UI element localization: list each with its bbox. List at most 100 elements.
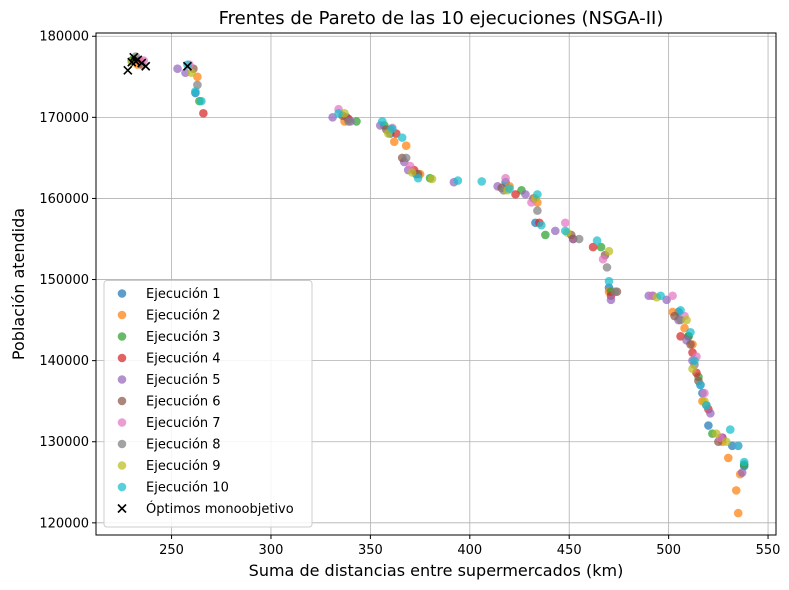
data-point xyxy=(389,137,399,146)
data-point xyxy=(511,190,520,199)
data-point xyxy=(592,236,602,245)
y-tick-label: 130000 xyxy=(39,435,89,450)
data-point xyxy=(560,218,570,228)
data-point xyxy=(550,226,560,236)
optimum-marker xyxy=(182,61,193,71)
data-point xyxy=(725,425,735,434)
data-point xyxy=(723,453,733,463)
legend-label: Ejecución 4 xyxy=(146,352,221,367)
legend-marker-x xyxy=(117,503,127,514)
data-point xyxy=(183,60,192,69)
optimum-marker-stroke xyxy=(129,52,139,62)
data-point xyxy=(427,174,437,184)
data-point xyxy=(560,226,570,236)
data-point xyxy=(610,287,620,297)
optimum-marker-stroke xyxy=(182,61,193,71)
legend-label: Ejecución 8 xyxy=(146,438,221,453)
data-point xyxy=(696,380,705,390)
data-point xyxy=(521,190,530,199)
data-point xyxy=(686,340,695,349)
legend-marker xyxy=(117,461,127,470)
data-point xyxy=(588,242,598,252)
data-point xyxy=(688,364,697,374)
legend-box xyxy=(103,280,313,528)
data-point xyxy=(199,108,208,118)
data-point xyxy=(344,117,353,126)
data-point xyxy=(453,176,463,185)
data-point xyxy=(397,133,407,142)
data-point xyxy=(706,409,715,418)
y-axis-ticks: 120000 130000 140000 150000 160000 170000 1800… xyxy=(39,30,96,531)
data-point xyxy=(602,263,612,272)
data-point xyxy=(731,486,741,495)
legend-marker xyxy=(117,332,127,341)
data-point xyxy=(173,64,182,73)
data-point xyxy=(352,117,361,126)
x-tick-label: 350 xyxy=(358,543,383,558)
y-tick-label: 170000 xyxy=(39,111,89,126)
data-point xyxy=(401,141,411,151)
data-point xyxy=(676,315,685,325)
legend-label: Ejecución 3 xyxy=(146,330,221,345)
data-point xyxy=(401,153,411,163)
data-point xyxy=(405,161,415,171)
x-tick-label: 500 xyxy=(656,543,681,558)
legend-label: Ejecución 1 xyxy=(146,287,221,302)
data-point xyxy=(686,327,695,337)
data-points xyxy=(123,52,749,518)
data-point xyxy=(704,421,713,430)
data-point xyxy=(712,429,721,438)
data-point xyxy=(533,190,542,199)
plot-area xyxy=(95,32,777,536)
legend-marker xyxy=(117,482,127,492)
y-tick-label: 140000 xyxy=(39,354,89,369)
data-point xyxy=(191,87,200,96)
data-point xyxy=(505,184,514,194)
x-axis-title: Suma de distancias entre supermercados (… xyxy=(249,561,624,580)
data-point xyxy=(533,206,542,215)
chart-title: Frentes de Pareto de las 10 ejecuciones … xyxy=(219,8,664,29)
legend: Ejecución 1 Ejecución 2 Ejecución 3 Ejecuci… xyxy=(103,280,313,528)
data-point xyxy=(733,508,743,518)
x-tick-label: 250 xyxy=(159,543,184,558)
data-point xyxy=(477,177,487,186)
legend-marker xyxy=(117,310,127,320)
x-tick-label: 450 xyxy=(557,543,582,558)
optimum-marker-stroke xyxy=(141,61,151,71)
data-point xyxy=(721,437,731,447)
data-point xyxy=(668,291,677,301)
legend-label: Óptimos monoobjetivo xyxy=(146,501,294,517)
x-tick-label: 400 xyxy=(457,543,482,558)
data-point xyxy=(340,108,349,118)
data-point xyxy=(690,356,699,365)
data-point xyxy=(537,220,546,230)
data-point xyxy=(604,276,614,286)
legend-label: Ejecución 9 xyxy=(146,459,221,474)
data-point xyxy=(739,457,749,467)
data-point xyxy=(676,306,685,315)
data-point xyxy=(702,400,711,410)
data-point xyxy=(197,96,206,106)
y-tick-label: 150000 xyxy=(39,273,89,288)
legend-marker xyxy=(117,353,127,363)
data-point xyxy=(413,173,423,183)
data-point xyxy=(407,168,417,177)
data-point xyxy=(574,234,584,244)
legend-marker xyxy=(117,418,127,427)
legend-label: Ejecución 5 xyxy=(146,373,221,388)
y-axis-title: Población atendida xyxy=(9,208,28,360)
data-point xyxy=(682,315,691,325)
legend-label: Ejecución 2 xyxy=(146,309,221,324)
legend-marker xyxy=(117,289,127,298)
legend-marker-stroke xyxy=(117,503,127,514)
data-point xyxy=(606,295,616,305)
x-tick-label: 300 xyxy=(259,543,284,558)
y-tick-label: 120000 xyxy=(39,516,89,531)
legend-label: Ejecución 7 xyxy=(146,416,221,431)
data-point xyxy=(598,254,608,264)
legend-marker xyxy=(117,439,127,449)
data-point xyxy=(501,173,510,183)
data-point xyxy=(181,68,190,78)
y-tick-label: 160000 xyxy=(39,192,89,207)
